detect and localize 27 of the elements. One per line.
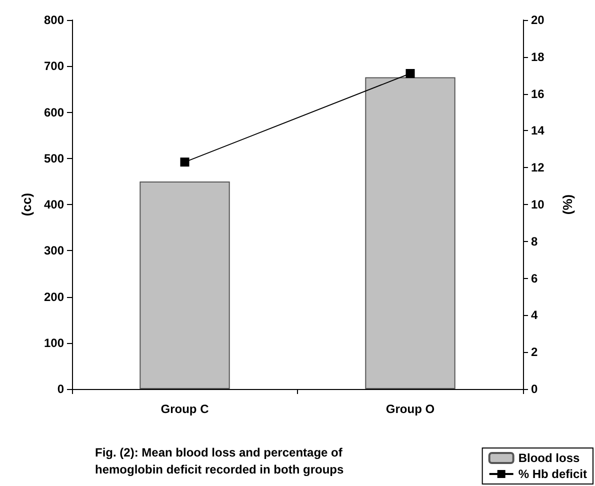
y2-tick-label: 12	[531, 160, 545, 175]
y2-tick-label: 16	[531, 86, 545, 101]
y2-tick-label: 18	[531, 50, 545, 64]
y2-tick-label: 2	[531, 345, 538, 360]
y2-tick-label: 8	[531, 234, 538, 248]
y-tick-label: 600	[44, 105, 64, 120]
y-axis-title: (cc)	[19, 192, 34, 216]
y-tick-label: 200	[44, 290, 64, 304]
y2-tick-label: 4	[531, 308, 538, 322]
y-tick-label: 700	[44, 59, 64, 74]
x-tick-label: Group O	[386, 402, 435, 416]
y-tick-label: 800	[44, 13, 64, 27]
text: Fig. (2): Mean blood loss and percentage of hemoglobin deficit recorded in both groups	[95, 446, 346, 476]
y2-tick-label: 14	[531, 124, 545, 138]
y-tick-label: 0	[57, 382, 64, 396]
y2-tick-label: 6	[531, 271, 538, 286]
y-tick-label: 300	[44, 244, 64, 258]
y-tick-label: 500	[44, 151, 64, 166]
legend-label: Blood loss	[518, 451, 580, 465]
y2-tick-label: 10	[531, 198, 545, 212]
y-tick-label: 100	[44, 336, 64, 350]
y2-tick-label: 20	[531, 13, 545, 27]
x-tick-label: Group C	[160, 402, 210, 416]
y2-axis-title: (%)	[560, 194, 575, 215]
y-tick-label: 400	[44, 198, 64, 212]
legend-label: % Hb deficit	[518, 467, 588, 481]
y2-tick-label: 0	[531, 382, 538, 396]
